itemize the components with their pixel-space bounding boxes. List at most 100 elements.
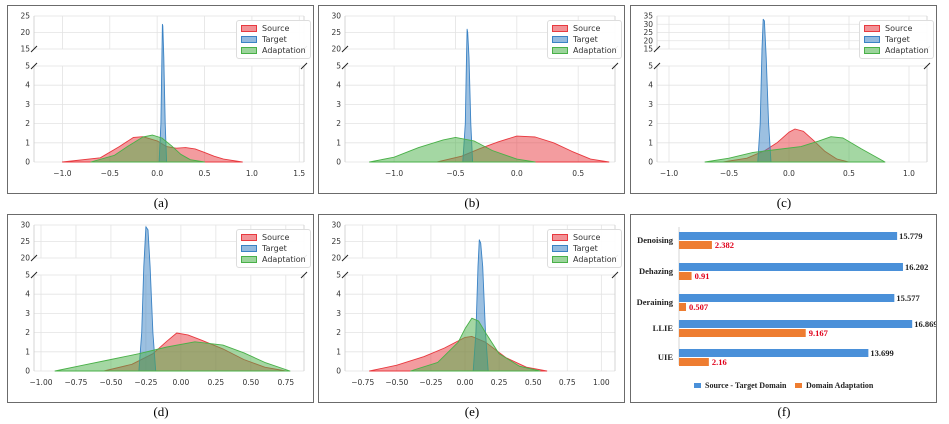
y-tick-label: 30	[20, 221, 30, 230]
legend-label-adaptation: Adaptation	[573, 255, 617, 264]
x-tick-label: −0.25	[419, 378, 442, 387]
chart-panel-d: −1.00 −0.75 −0.50 −0.25 0.00 0.25 0.50 0.75 0 1 2 3…	[7, 214, 314, 403]
y-tick-label: 5	[336, 62, 341, 71]
y-tick-label: 20	[20, 28, 30, 37]
y-tick-label: 2	[336, 119, 341, 128]
y-tick-label: 20	[331, 254, 341, 263]
legend-label-adaptation: Adaptation	[262, 46, 306, 55]
y-tick-label: 15	[643, 45, 653, 54]
legend-swatch-source	[241, 25, 257, 32]
bar-value-label: 15.779	[899, 231, 922, 241]
y-tick-label: 20	[643, 36, 653, 45]
y-tick-label: 25	[20, 12, 30, 21]
density-area-adaptation	[90, 134, 205, 163]
legend-swatch-adaptation	[241, 47, 257, 54]
x-tick-label: 0.00	[457, 378, 474, 387]
legend-label-source-target: Source - Target Domain	[705, 381, 787, 390]
legend-a: Source Target Adaptation	[236, 20, 311, 59]
y-tick-label: 1	[336, 138, 341, 147]
axis-break-mark	[923, 62, 931, 70]
x-tick-label: 0.00	[173, 378, 190, 387]
y-tick-label: 3	[25, 309, 30, 318]
y-tick-label: 5	[336, 271, 341, 280]
y-tick-label: 30	[331, 12, 341, 21]
chart-panel-a: −1.0 −0.5 0.0 0.5 1.0 1.5 0 1 2 3 4 5 15 20 25 Source …	[7, 5, 314, 194]
bar-value-label: 0.91	[695, 271, 710, 281]
axis-break-mark	[653, 62, 661, 70]
y-tick-label: 0	[648, 158, 653, 167]
y-tick-label: 3	[336, 100, 341, 109]
y-tick-label: 2	[25, 119, 30, 128]
x-tick-label: −0.50	[99, 378, 122, 387]
y-tick-label: 4	[25, 81, 30, 90]
legend-c: Source Target Adaptation	[859, 20, 934, 59]
legend-label-source: Source	[885, 24, 913, 33]
category-label: UIE	[658, 352, 673, 362]
y-tick-label: 2	[336, 328, 341, 337]
y-tick-label: 1	[336, 347, 341, 356]
x-tick-label: 0.25	[208, 378, 225, 387]
bar-domain-adaptation	[679, 241, 712, 249]
y-tick-label: 4	[336, 290, 341, 299]
axis-break-mark	[341, 254, 349, 262]
chart-panel-c: −1.0 −0.5 0.0 0.5 1.0 0 1 2 3 4 5 15 20 25 30 35 Source…	[630, 5, 937, 194]
legend-label-source: Source	[573, 233, 601, 242]
x-tick-label: 0.5	[199, 169, 211, 178]
y-tick-label: 35	[643, 12, 653, 21]
density-area-adaptation	[410, 317, 541, 372]
category-label: Deraining	[637, 297, 674, 307]
x-tick-label: 0.25	[491, 378, 508, 387]
x-tick-label: 0.0	[151, 169, 163, 178]
legend-swatch-target	[552, 245, 568, 252]
x-tick-label: 0.75	[277, 378, 294, 387]
x-tick-label: 0.75	[559, 378, 576, 387]
y-tick-label: 0	[25, 367, 30, 376]
y-tick-label: 25	[20, 237, 30, 246]
legend-swatch-source	[864, 25, 880, 32]
bar-value-label: 16.869	[914, 319, 936, 329]
legend-swatch-source-target	[694, 383, 701, 388]
x-tick-label: −0.5	[720, 169, 738, 178]
axis-break-mark	[611, 271, 619, 279]
y-tick-label: 5	[648, 62, 653, 71]
caption-f: (f)	[777, 404, 791, 419]
legend-swatch-target	[241, 245, 257, 252]
x-tick-label: 0.0	[783, 169, 795, 178]
density-area-adaptation	[704, 136, 886, 163]
x-tick-label: −0.5	[446, 169, 464, 178]
y-tick-label: 4	[648, 81, 653, 90]
bar-value-label: 13.699	[870, 348, 893, 358]
y-tick-label: 30	[331, 221, 341, 230]
density-area-adaptation	[369, 136, 536, 163]
legend-d: Source Target Adaptation	[236, 229, 311, 268]
caption-c: (c)	[776, 195, 792, 210]
x-tick-label: −0.75	[64, 378, 87, 387]
bar-chart-f: Denoising 15.779 2.382 Dehazing 16.202 0.91 De…	[637, 227, 936, 390]
y-tick-label: 30	[643, 20, 653, 29]
category-label: LLIE	[653, 323, 674, 333]
bar-domain-adaptation	[679, 358, 709, 366]
bar-domain-adaptation	[679, 303, 687, 311]
caption-a: (a)	[153, 195, 169, 210]
bar-value-label: 15.577	[896, 293, 920, 303]
y-tick-label: 3	[25, 100, 30, 109]
legend-label-source: Source	[262, 233, 290, 242]
chart-panel-f: Denoising 15.779 2.382 Dehazing 16.202 0.91 De…	[630, 214, 937, 403]
axis-break-mark	[341, 271, 349, 279]
axis-break-mark	[611, 62, 619, 70]
density-area-target	[757, 18, 772, 163]
legend-swatch-domain-adaptation	[795, 383, 802, 388]
axis-break-mark	[341, 45, 349, 53]
legend-label-adaptation: Adaptation	[262, 255, 306, 264]
legend-swatch-adaptation	[864, 47, 880, 54]
x-tick-label: 0.5	[572, 169, 584, 178]
x-tick-label: −0.25	[134, 378, 157, 387]
x-tick-label: −0.50	[385, 378, 408, 387]
y-tick-label: 20	[331, 45, 341, 54]
legend-swatch-source	[552, 234, 568, 241]
x-tick-label: 0.0	[511, 169, 523, 178]
bar-domain-adaptation	[679, 329, 806, 337]
legend-swatch-adaptation	[552, 256, 568, 263]
y-tick-label: 25	[331, 237, 341, 246]
